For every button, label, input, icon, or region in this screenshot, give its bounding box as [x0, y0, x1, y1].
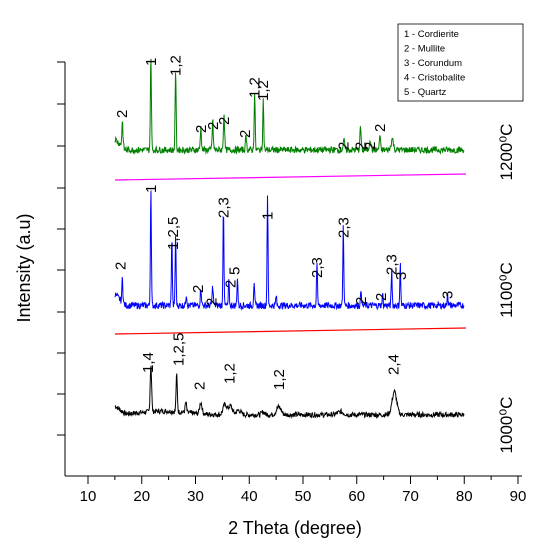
peak-annotation: 1,2,5	[170, 333, 187, 366]
peak-annotation: 2	[372, 124, 389, 132]
peak-annotation: 2	[237, 130, 254, 138]
peak-annotations: 1,4 1,2,521,2 1,22,4211,2,5222,35212,32,32…	[112, 55, 456, 390]
peak-annotation: 1,2	[168, 55, 185, 76]
temperature-labels: 1000⁰C 1100⁰C 1200⁰C	[497, 124, 516, 454]
series-line	[114, 365, 465, 420]
x-axis-ticks: 10 20 30 40 50 60 70 80 90	[80, 476, 527, 505]
series-temperature-label: 1100⁰C	[497, 262, 516, 318]
peak-annotation: 1,2	[247, 77, 264, 98]
reference-line	[114, 327, 467, 335]
x-tick-label: 90	[510, 488, 527, 505]
peak-annotation: 1,2	[271, 369, 288, 390]
peak-annotation: 2	[190, 285, 207, 293]
peak-annotation: 3	[393, 272, 410, 280]
peak-annotation: 1	[260, 212, 277, 220]
series-line	[114, 190, 465, 311]
series-group	[114, 58, 465, 420]
y-axis-label: Intensity (a.u)	[14, 213, 34, 322]
peak-annotation: 2	[193, 125, 210, 133]
legend-entry: 1 - Cordierite	[404, 29, 459, 40]
peak-annotation: 2	[353, 142, 370, 150]
legend: 1 - Cordierite 2 - Mullite 3 - Corundum 4 -…	[397, 23, 524, 102]
x-tick-label: 50	[295, 488, 312, 505]
peak-annotation: 1,4	[140, 352, 157, 373]
x-tick-label: 80	[456, 488, 473, 505]
peak-annotation: 2	[362, 142, 379, 150]
peak-annotation: 2	[114, 110, 131, 118]
peak-annotation: 2,4	[385, 354, 402, 375]
x-tick-label: 60	[348, 488, 365, 505]
reference-lines	[114, 173, 467, 335]
x-axis-label: 2 Theta (degree)	[228, 518, 362, 538]
legend-entries: 1 - Cordierite 2 - Mullite 3 - Corundum 4 -…	[404, 29, 465, 98]
reference-line	[114, 173, 467, 181]
peak-annotation: 2,3	[309, 257, 326, 278]
plot-area: 10 20 30 40 50 60 70 80 90 1,4 1,2,521,2 1,22,4211…	[57, 55, 526, 505]
legend-entry: 2 - Mullite	[404, 44, 445, 55]
peak-annotation: 2,3	[216, 197, 233, 218]
series-temperature-label: 1200⁰C	[497, 124, 516, 181]
series-temperature-label: 1000⁰C	[497, 397, 516, 454]
peak-annotation: 5	[227, 267, 244, 275]
peak-annotation: 2	[204, 298, 221, 306]
x-tick-label: 30	[187, 488, 204, 505]
x-tick-label: 40	[241, 488, 258, 505]
legend-entry: 3 - Corundum	[404, 58, 462, 69]
peak-annotation: 2	[335, 142, 352, 150]
peak-annotation: 3	[440, 291, 457, 299]
legend-entry: 4 - Cristobalite	[404, 73, 465, 84]
peak-annotation: 2	[191, 382, 208, 390]
x-tick-label: 20	[133, 488, 150, 505]
peak-annotation: 1,2	[255, 80, 272, 101]
peak-annotation: 2	[353, 297, 370, 305]
peak-annotation: 2	[222, 280, 239, 288]
legend-entry: 5 - Quartz	[404, 87, 446, 98]
peak-annotation: 1	[143, 58, 160, 66]
x-tick-label: 70	[402, 488, 419, 505]
series-line	[114, 58, 465, 155]
peak-annotation: 2,3	[384, 254, 401, 275]
peak-annotation: 2	[112, 262, 129, 270]
x-tick-label: 10	[80, 488, 97, 505]
y-axis-ticks	[57, 61, 65, 436]
peak-annotation: 1,2,5	[165, 217, 182, 250]
peak-annotation: 1,2	[221, 363, 238, 384]
legend-box	[397, 23, 524, 102]
peak-annotation: 2	[373, 293, 390, 301]
peak-annotation: 2	[216, 117, 233, 125]
peak-annotation: 2	[205, 122, 222, 130]
peak-annotation: 1	[143, 185, 160, 193]
peak-annotation: 2,3	[335, 217, 352, 238]
